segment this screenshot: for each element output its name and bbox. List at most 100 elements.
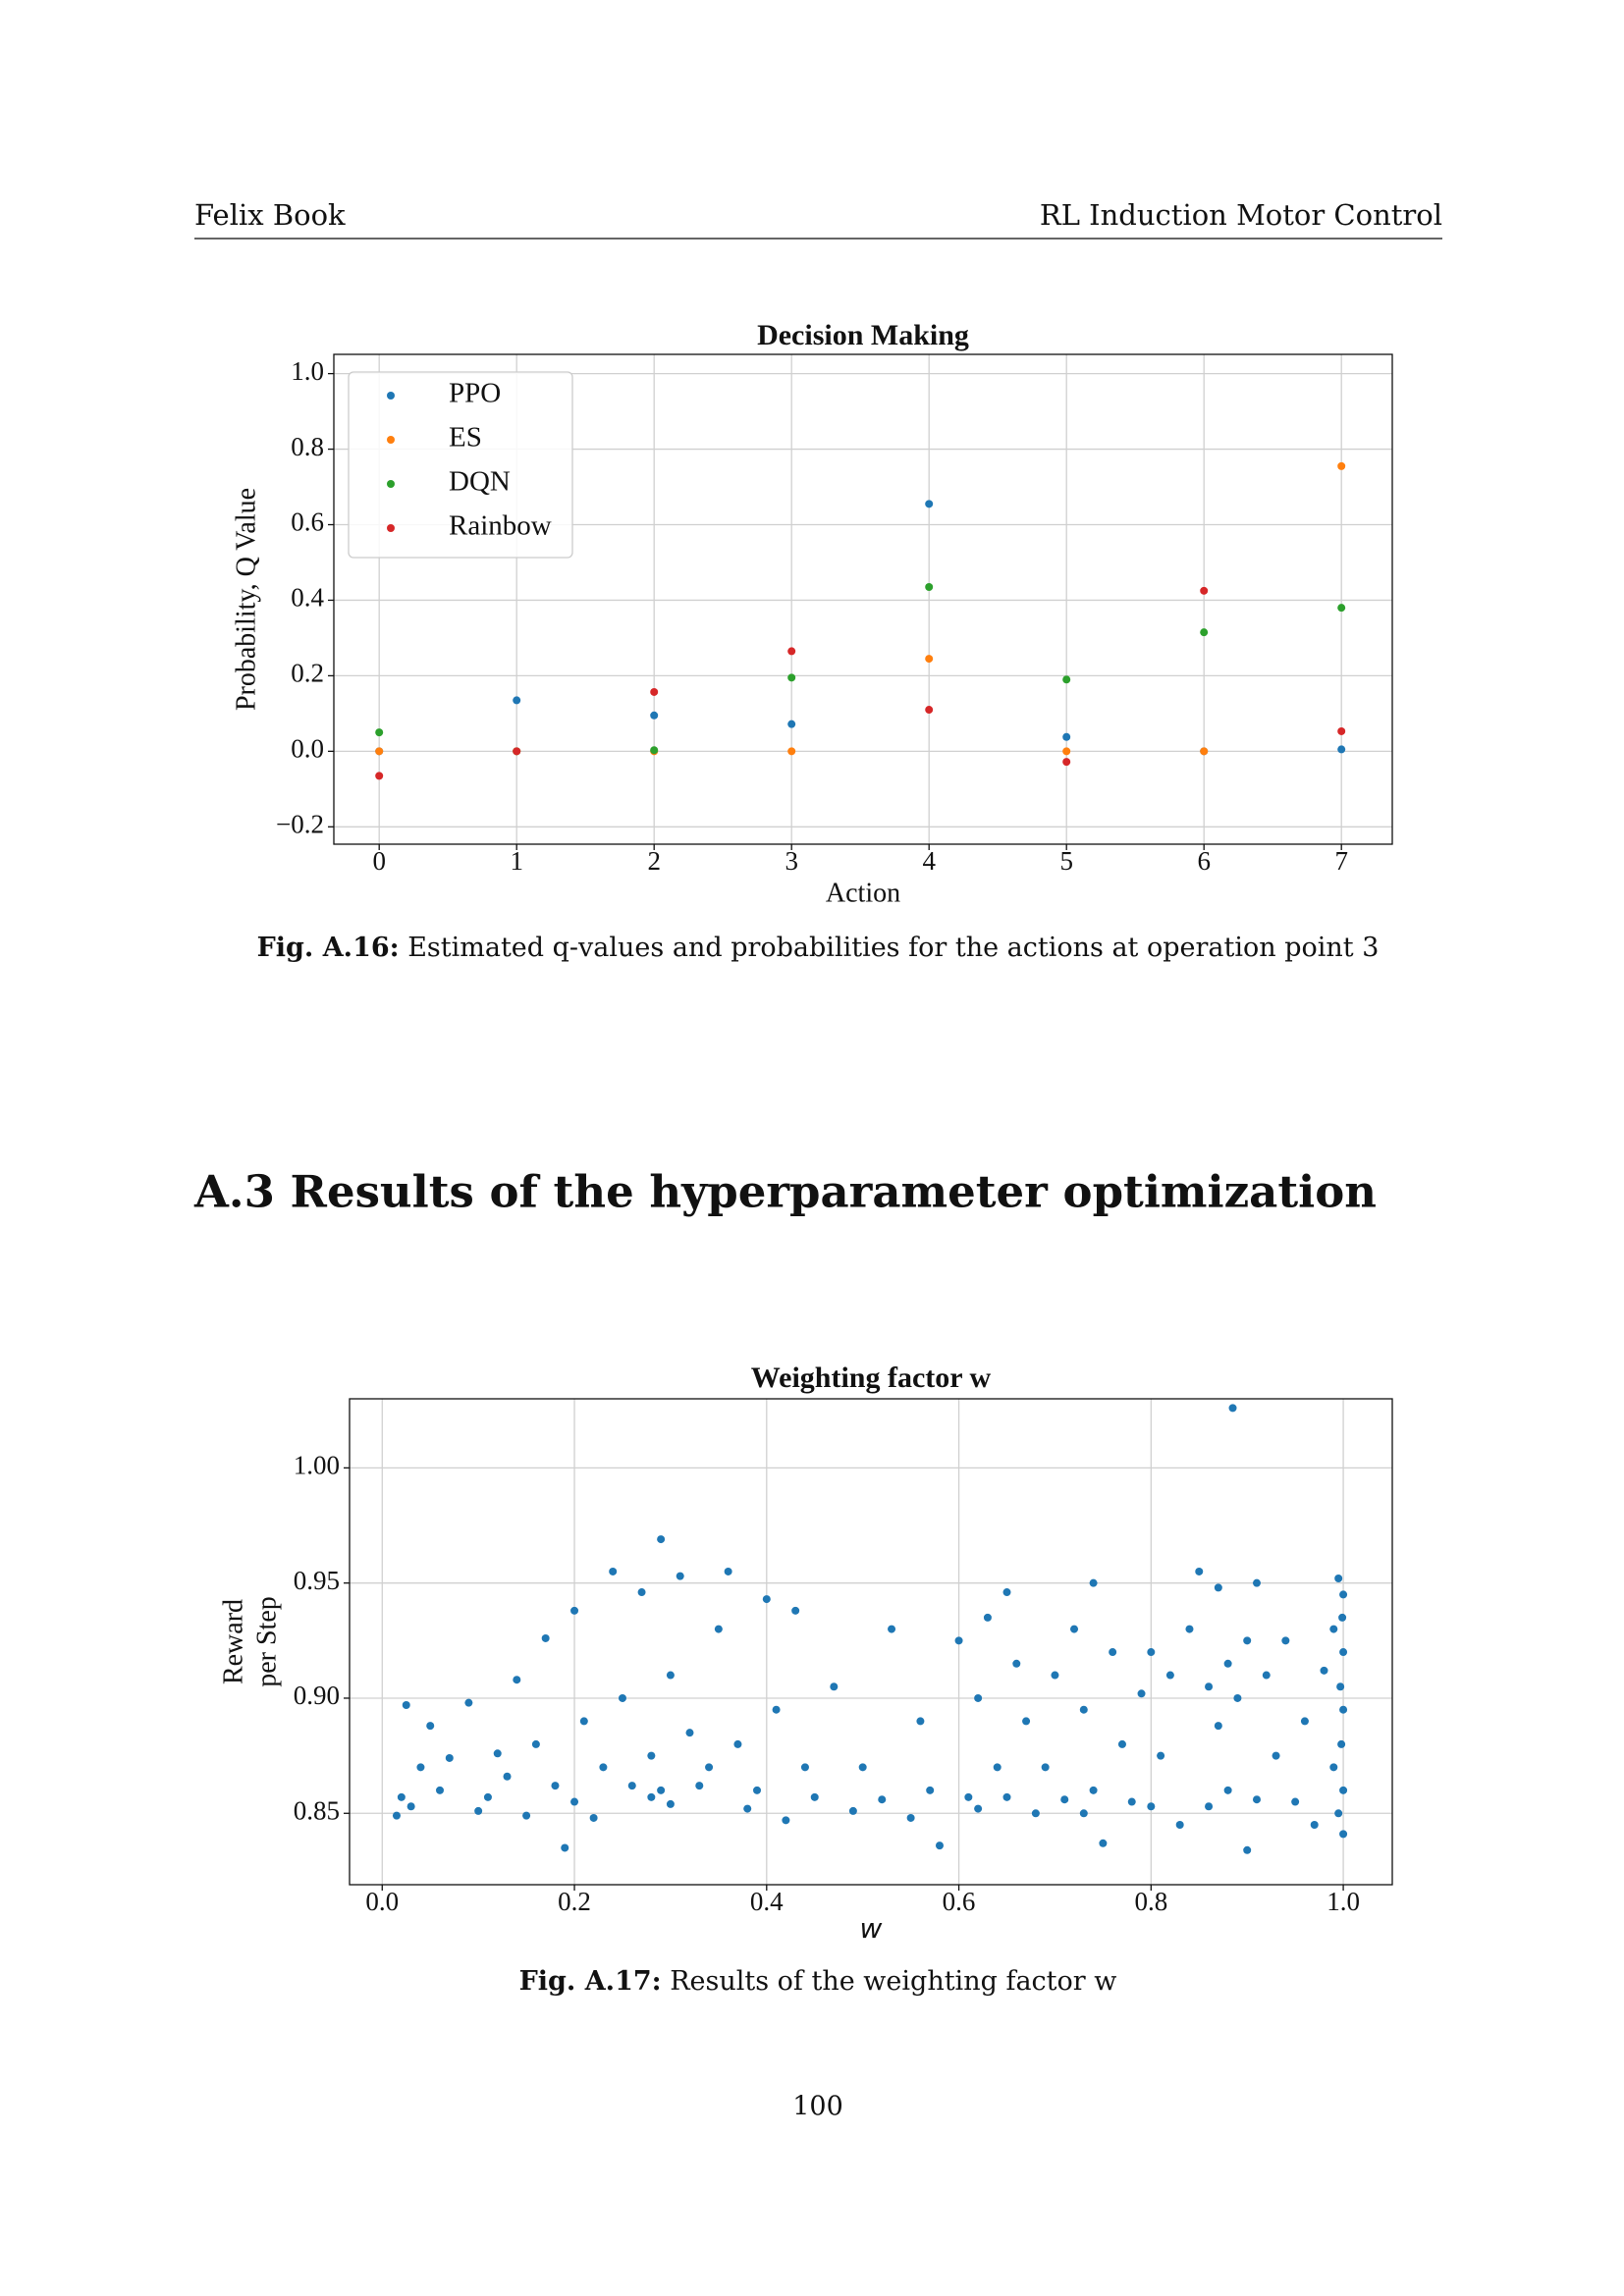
x-tick-label: 4 xyxy=(922,846,936,876)
data-point xyxy=(1109,1648,1117,1657)
data-point xyxy=(762,1595,771,1604)
data-point xyxy=(1337,604,1346,613)
data-point xyxy=(1200,628,1209,637)
x-tick-label: 1 xyxy=(510,846,523,876)
data-point xyxy=(1337,1739,1346,1748)
data-point xyxy=(964,1792,973,1801)
caption-label: Fig. A.17: xyxy=(519,1966,662,1997)
data-point xyxy=(599,1763,608,1772)
data-point xyxy=(1062,675,1071,684)
data-point xyxy=(1137,1689,1146,1698)
data-point xyxy=(503,1772,512,1781)
chart-title: Decision Making xyxy=(757,319,969,351)
data-point xyxy=(627,1782,636,1790)
data-point xyxy=(657,1786,666,1794)
data-point xyxy=(402,1701,410,1710)
data-point xyxy=(1062,747,1071,756)
data-point xyxy=(1079,1705,1088,1714)
y-tick-label: −0.2 xyxy=(276,810,324,839)
data-point xyxy=(676,1572,684,1580)
data-point xyxy=(513,1676,521,1684)
data-point xyxy=(1079,1809,1088,1818)
data-point xyxy=(1157,1751,1165,1760)
data-point xyxy=(464,1698,473,1707)
data-point xyxy=(1089,1578,1098,1587)
x-tick-label: 0.4 xyxy=(750,1887,784,1916)
x-tick-label: 0 xyxy=(372,846,386,876)
data-point xyxy=(647,1792,656,1801)
data-point xyxy=(888,1625,896,1633)
y-tick-label: 0.2 xyxy=(291,659,324,688)
data-point xyxy=(513,747,521,756)
data-point xyxy=(1002,1588,1011,1597)
data-point xyxy=(695,1782,704,1790)
legend-box xyxy=(348,371,573,559)
x-tick-label: 0.2 xyxy=(558,1887,591,1916)
data-point xyxy=(935,1842,944,1850)
data-point xyxy=(392,1811,401,1820)
data-point xyxy=(1334,1574,1343,1582)
legend-label: DQN xyxy=(449,466,511,498)
data-point xyxy=(483,1792,492,1801)
data-point xyxy=(1337,745,1346,754)
data-point xyxy=(570,1797,579,1806)
data-point xyxy=(1031,1809,1040,1818)
data-point xyxy=(1070,1625,1079,1633)
data-point xyxy=(1262,1671,1271,1680)
data-point xyxy=(1041,1763,1050,1772)
page-number: 100 xyxy=(792,2092,843,2122)
y-tick-label: 1.0 xyxy=(291,356,324,386)
data-point xyxy=(1329,1625,1338,1633)
data-point xyxy=(705,1763,714,1772)
data-point xyxy=(926,1786,935,1794)
data-point xyxy=(787,647,796,656)
x-tick-label: 5 xyxy=(1059,846,1073,876)
data-point xyxy=(782,1816,790,1825)
data-point xyxy=(925,582,934,591)
header-left: Felix Book xyxy=(194,198,346,232)
data-point xyxy=(657,1535,666,1544)
data-point xyxy=(733,1739,742,1748)
data-point xyxy=(1200,586,1209,595)
data-point xyxy=(1339,1786,1348,1794)
data-point xyxy=(925,500,934,508)
x-tick-label: 0.0 xyxy=(365,1887,399,1916)
data-point xyxy=(1205,1802,1214,1811)
data-point xyxy=(1062,758,1071,767)
x-axis-label: Action xyxy=(826,878,900,908)
data-point xyxy=(650,711,659,720)
data-point xyxy=(830,1682,839,1691)
data-point xyxy=(426,1722,435,1731)
data-point xyxy=(397,1792,406,1801)
caption-text: Results of the weighting factor w xyxy=(670,1966,1116,1997)
caption: Fig. A.16: Estimated q-values and probab… xyxy=(257,933,1380,963)
y-tick-label: 0.0 xyxy=(291,734,324,764)
data-point xyxy=(1252,1578,1261,1587)
data-point xyxy=(753,1786,762,1794)
data-point xyxy=(1339,1648,1348,1657)
legend-label: ES xyxy=(449,422,482,454)
data-point xyxy=(1233,1693,1242,1702)
data-point xyxy=(1223,1786,1232,1794)
data-point xyxy=(906,1813,915,1822)
x-tick-label: 0.6 xyxy=(943,1887,976,1916)
x-tick-label: 1.0 xyxy=(1326,1887,1360,1916)
plot-frame xyxy=(333,353,1393,845)
data-point xyxy=(743,1804,752,1813)
y-axis-label: Probability, Q Value xyxy=(231,488,261,711)
caption: Fig. A.17: Results of the weighting fact… xyxy=(519,1966,1117,1997)
data-point xyxy=(531,1739,540,1748)
data-point xyxy=(1334,1809,1343,1818)
y-tick-label: 0.85 xyxy=(294,1795,340,1825)
y-tick-label: 0.90 xyxy=(294,1681,340,1710)
legend-label: Rainbow xyxy=(449,510,552,542)
data-point xyxy=(551,1782,560,1790)
data-point xyxy=(1200,747,1209,756)
data-point xyxy=(493,1749,502,1758)
y-tick-label: 1.00 xyxy=(294,1451,340,1480)
data-point xyxy=(1060,1795,1069,1804)
x-tick-label: 2 xyxy=(647,846,661,876)
data-point xyxy=(561,1843,569,1852)
data-point xyxy=(1300,1717,1309,1726)
